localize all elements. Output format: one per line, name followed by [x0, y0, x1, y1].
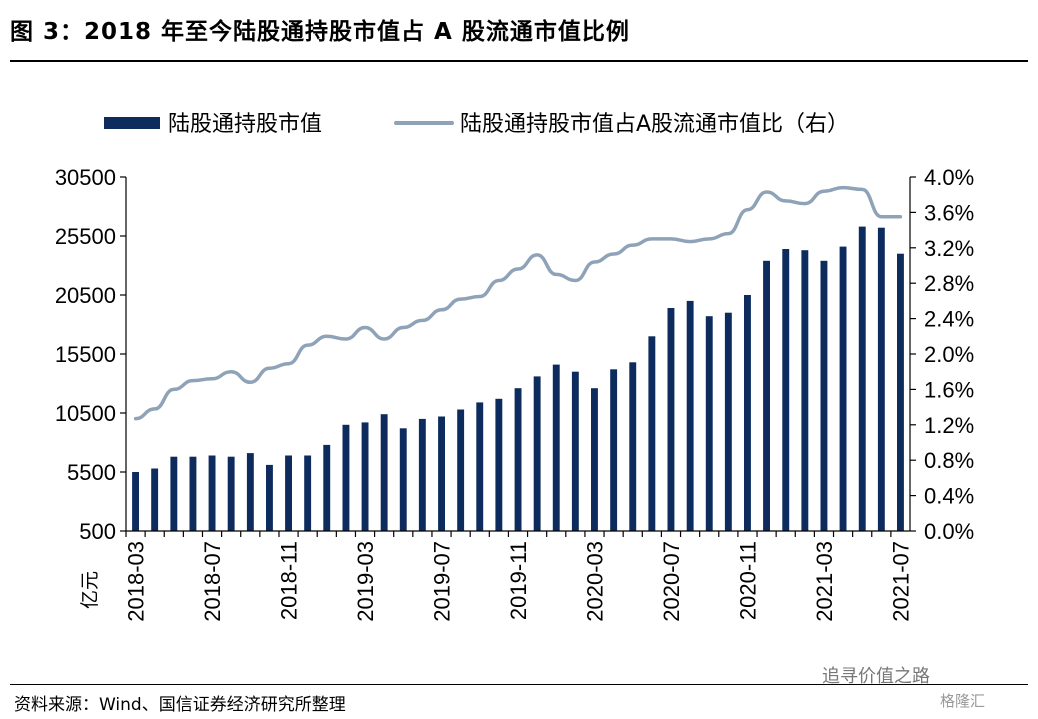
bar: [304, 455, 312, 531]
bar: [552, 364, 560, 531]
x-tick-label: 2020-07: [659, 541, 684, 622]
bar: [189, 456, 197, 531]
right-tick-label: 2.0%: [924, 342, 974, 367]
bar: [610, 369, 618, 531]
bar: [438, 416, 445, 531]
bar: [667, 308, 675, 531]
bar: [782, 249, 790, 531]
x-tick-label: 2019-07: [430, 541, 455, 622]
bar: [399, 428, 407, 531]
bar: [380, 414, 388, 531]
bar: [266, 464, 273, 531]
bar: [705, 316, 713, 531]
bar: [323, 444, 331, 531]
bar: [342, 424, 350, 531]
bar: [839, 246, 847, 531]
bar: [495, 398, 503, 531]
bar: [648, 336, 656, 531]
bar: [246, 453, 254, 531]
right-tick-label: 1.2%: [924, 413, 974, 438]
legend-label-bars: 陆股通持股市值: [168, 112, 322, 137]
bar: [897, 253, 904, 531]
bar: [629, 362, 637, 531]
legend-swatch-bars: [104, 117, 160, 129]
bar: [763, 260, 770, 531]
left-tick-label: 10500: [55, 401, 116, 426]
watermark-logo-text: 格隆汇: [940, 692, 986, 710]
title-rule: [10, 60, 1028, 62]
bar: [820, 260, 828, 531]
bar: [476, 402, 484, 531]
watermark-text: 追寻价值之路: [822, 666, 930, 687]
x-tick-label: 2020-03: [583, 541, 608, 622]
x-tick-label: 2021-07: [888, 541, 913, 622]
footer-rule: [10, 684, 1028, 685]
figure-title: 图 3：2018 年至今陆股通持股市值占 A 股流通市值比例: [10, 19, 630, 45]
bar: [361, 422, 369, 531]
bar: [801, 250, 809, 531]
left-tick-label: 5500: [67, 460, 116, 485]
x-tick-label: 2019-11: [506, 541, 531, 620]
right-tick-label: 3.6%: [924, 200, 974, 225]
x-tick-label: 2018-11: [277, 541, 302, 620]
source-note: 资料来源：Wind、国信证券经济研究所整理: [14, 695, 346, 715]
bar: [285, 455, 292, 531]
series-line-ratio: [133, 185, 903, 421]
bar: [170, 456, 178, 531]
left-tick-label: 15500: [55, 342, 116, 367]
right-tick-label: 1.6%: [924, 377, 974, 402]
bar: [744, 295, 751, 531]
right-tick-label: 4.0%: [924, 165, 974, 190]
x-tick-label: 2019-03: [353, 541, 378, 622]
right-tick-label: 2.4%: [924, 307, 974, 332]
left-axis-unit-label: 亿元: [79, 571, 101, 609]
bar: [686, 300, 694, 531]
left-tick-label: 25500: [55, 224, 116, 249]
bar: [571, 371, 579, 531]
bar: [418, 418, 426, 531]
bar: [457, 409, 465, 531]
x-tick-label: 2018-07: [200, 541, 225, 622]
right-tick-label: 0.0%: [924, 519, 974, 544]
left-tick-label: 500: [79, 519, 116, 544]
right-tick-label: 3.2%: [924, 236, 974, 261]
right-tick-label: 2.8%: [924, 271, 974, 296]
bar: [208, 455, 216, 531]
left-tick-label: 20500: [55, 283, 116, 308]
bar: [533, 376, 541, 531]
x-tick-label: 2020-11: [736, 541, 761, 620]
bar: [858, 226, 866, 531]
bar: [151, 468, 159, 531]
x-tick-label: 2021-03: [812, 541, 837, 622]
left-tick-label: 30500: [55, 165, 116, 190]
right-tick-label: 0.8%: [924, 448, 974, 473]
legend-label-line: 陆股通持股市值占A股流通市值比（右）: [460, 112, 849, 137]
bar: [514, 388, 522, 531]
x-tick-label: 2018-03: [124, 541, 149, 622]
right-tick-label: 0.4%: [924, 484, 974, 509]
bar: [591, 388, 598, 531]
bar: [227, 456, 235, 531]
bar: [724, 312, 732, 531]
bar: [132, 472, 139, 531]
bar: [877, 227, 885, 531]
